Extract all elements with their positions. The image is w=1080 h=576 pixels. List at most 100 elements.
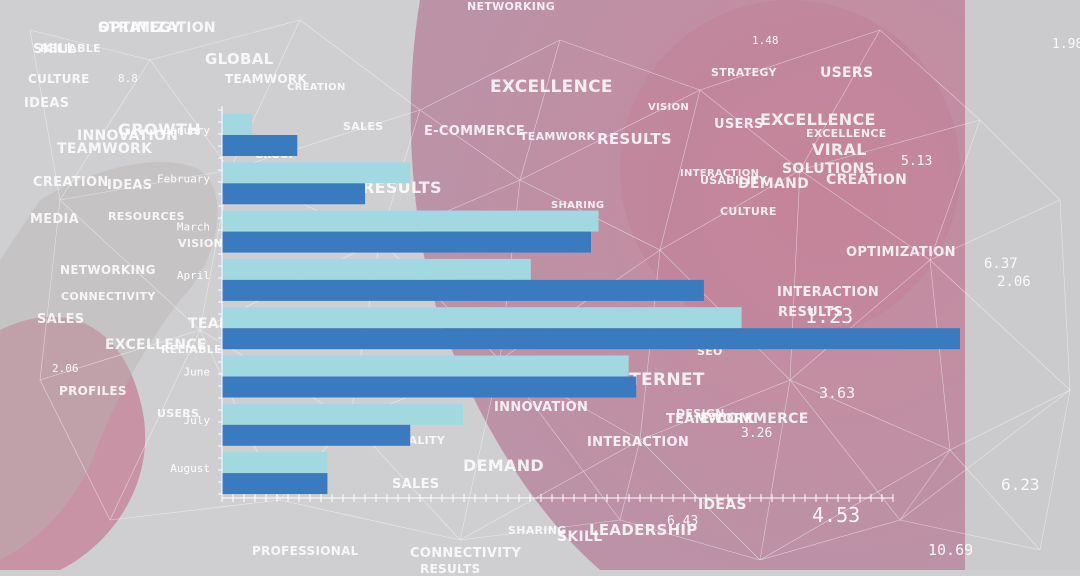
cloud-word: OPTIMIZATION [98,20,216,36]
cloud-word: STRATEGY [711,66,777,79]
network-line [229,109,421,171]
cloud-word: CREATION [287,82,346,93]
bar-dark-2 [222,231,591,253]
network-line [459,439,641,541]
bar-light-7 [222,452,328,474]
cloud-word: TEAMWORK [666,412,755,427]
figure-silhouette [0,161,218,560]
cloud-word: IDEAS [107,178,153,193]
bar-light-3 [222,258,531,280]
cloud-word: IDEAS [698,497,747,513]
number-label: 6.43 [667,514,699,529]
network-line [39,379,111,521]
number-label: 10.69 [928,541,974,559]
network-line [699,89,801,171]
cloud-word: INNOVATION [494,400,589,415]
network-line [39,199,61,381]
network-line [659,169,801,251]
number-label: 4.53 [812,503,861,527]
cloud-word: CONNECTIVITY [410,546,522,561]
network-line [929,119,981,261]
network-line [979,119,1061,201]
network-line [929,259,951,451]
cloud-word: RELIABLE [40,42,101,55]
category-label: February [157,172,210,185]
cloud-word: USERS [157,407,200,420]
bar-light-0 [222,114,253,135]
cloud-word: RESULTS [597,130,672,148]
cloud-word: SHARING [551,200,605,211]
network-line [899,389,1071,521]
number-label: 3.26 [741,426,773,441]
network-line [39,329,201,381]
number-label: 1.23 [805,304,854,328]
cloud-word: DESIGN [676,407,725,420]
cloud-word: NETWORKING [60,263,156,277]
cloud-word: SALES [392,477,440,492]
number-label: 2.06 [52,362,79,375]
category-label: June [184,366,211,379]
network-line [519,89,701,181]
network-line [619,519,761,561]
cloud-word: LEADERSHIP [589,521,698,539]
network-line [559,39,701,91]
number-label: 2.06 [997,274,1031,290]
cloud-word: PROFESSIONAL [252,544,359,558]
category-label: July [184,414,211,427]
network-line [799,29,881,171]
cloud-word: SOLUTIONS [782,161,875,177]
number-label: 3.63 [819,384,856,402]
number-label: 6.37 [984,256,1018,272]
cloud-word: TEAMWORK [225,72,307,86]
cloud-word: DEMAND [463,456,544,475]
pink-shape-left [0,316,146,570]
right-strip [965,0,1080,570]
network-line [59,169,231,201]
cloud-word: VISION [648,102,690,113]
cloud-word: RESOURCES [108,210,185,223]
network-line [949,449,1041,551]
cloud-word: USERS [820,65,874,81]
cloud-word: CULTURE [28,72,90,86]
category-label: August [170,462,210,475]
bar-dark-3 [222,279,704,301]
cloud-word: CREATION [826,172,908,188]
category-label: March [177,221,210,234]
pink-circle [620,0,960,340]
bar-light-5 [222,355,629,377]
network-line [29,29,151,61]
cloud-word: MEDIA [30,212,80,227]
cloud-word: PROFILES [59,384,127,398]
cloud-word: GROWTH [118,120,201,139]
network-line [929,259,1071,391]
cloud-word: SKILL [33,42,76,57]
network-line [419,39,561,111]
cloud-word: TEAMWORK [520,130,596,143]
cloud-word: INTERACTION [777,285,880,300]
cloud-word: EXCELLENCE [105,337,207,353]
cloud-word: INTERACTION [680,168,760,179]
bar-dark-6 [222,424,411,446]
cloud-word: SALES [37,312,85,327]
network-line [59,59,151,201]
network-line [149,19,301,61]
cloud-word: VISION [178,237,223,250]
network-line [699,29,881,91]
cloud-word: GLOBAL [205,50,274,68]
network-lines [29,19,1071,561]
cloud-word: E-COMMERCE [424,124,526,139]
network-line [789,259,931,381]
number-label: 8.8 [118,72,138,85]
number-label: 1.98 [1052,37,1080,52]
network-line [299,19,421,111]
network-line [1059,199,1071,391]
number-label: 1.48 [752,34,779,47]
cloud-word: INTERACTION [587,435,690,450]
network-line [789,379,951,451]
network-line [419,109,521,181]
cloud-word: CULTURE [720,205,777,218]
cloud-word: SALES [343,120,384,133]
cloud-word: IDEAS [24,96,70,111]
bar-light-4 [222,307,742,329]
